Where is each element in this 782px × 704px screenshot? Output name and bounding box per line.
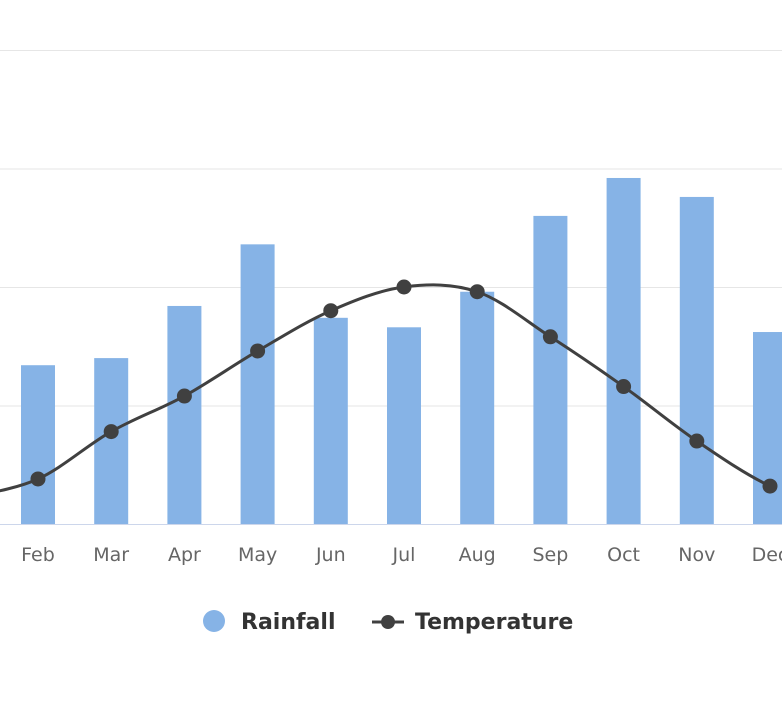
bar-rainfall-mar[interactable] <box>94 358 129 524</box>
legend-label-temperature: Temperature <box>415 610 573 635</box>
legend-item-rainfall[interactable]: Rainfall <box>203 610 336 635</box>
temperature-point-jun[interactable] <box>323 303 339 319</box>
x-tick-label: Aug <box>459 544 496 566</box>
temperature-point-may[interactable] <box>250 343 266 359</box>
temperature-series <box>0 279 778 494</box>
temperature-point-aug[interactable] <box>469 284 485 300</box>
bar-rainfall-feb[interactable] <box>21 365 55 524</box>
bar-rainfall-jun[interactable] <box>313 317 348 524</box>
temperature-point-sep[interactable] <box>542 329 558 345</box>
x-tick-label: Feb <box>21 544 55 566</box>
x-tick-label: Apr <box>168 544 201 566</box>
bar-rainfall-oct[interactable] <box>606 177 641 525</box>
x-tick-label: Mar <box>93 544 129 566</box>
rainfall-bars <box>21 177 782 525</box>
bar-rainfall-sep[interactable] <box>533 215 568 524</box>
legend-label-rainfall: Rainfall <box>241 610 336 635</box>
temperature-point-feb[interactable] <box>30 471 46 487</box>
bar-rainfall-dec[interactable] <box>753 332 782 524</box>
temperature-legend-marker-icon <box>381 615 395 629</box>
bar-rainfall-nov[interactable] <box>679 196 714 524</box>
temperature-point-nov[interactable] <box>689 433 705 449</box>
temperature-point-jul[interactable] <box>396 279 412 295</box>
temperature-point-apr[interactable] <box>176 388 192 404</box>
bar-rainfall-jul[interactable] <box>387 327 421 524</box>
x-tick-label: Jul <box>392 544 416 566</box>
bar-rainfall-may[interactable] <box>240 244 275 524</box>
legend: Rainfall Temperature <box>203 610 573 635</box>
x-axis-labels: Feb Mar Apr May Jun Jul Aug Sep Oct Nov Dec <box>21 544 782 566</box>
x-tick-label: Dec <box>752 544 782 566</box>
bar-rainfall-aug[interactable] <box>460 291 495 524</box>
legend-item-temperature[interactable]: Temperature <box>372 610 573 635</box>
x-tick-label: Jun <box>315 544 346 566</box>
bar-rainfall-apr[interactable] <box>167 305 202 524</box>
temperature-point-mar[interactable] <box>103 424 119 440</box>
x-tick-label: May <box>238 544 277 566</box>
x-tick-label: Oct <box>607 544 640 566</box>
temperature-point-oct[interactable] <box>616 379 632 395</box>
x-tick-label: Nov <box>678 544 715 566</box>
x-tick-label: Sep <box>532 544 568 566</box>
temperature-point-dec[interactable] <box>762 478 778 494</box>
rainfall-legend-icon <box>203 610 225 632</box>
